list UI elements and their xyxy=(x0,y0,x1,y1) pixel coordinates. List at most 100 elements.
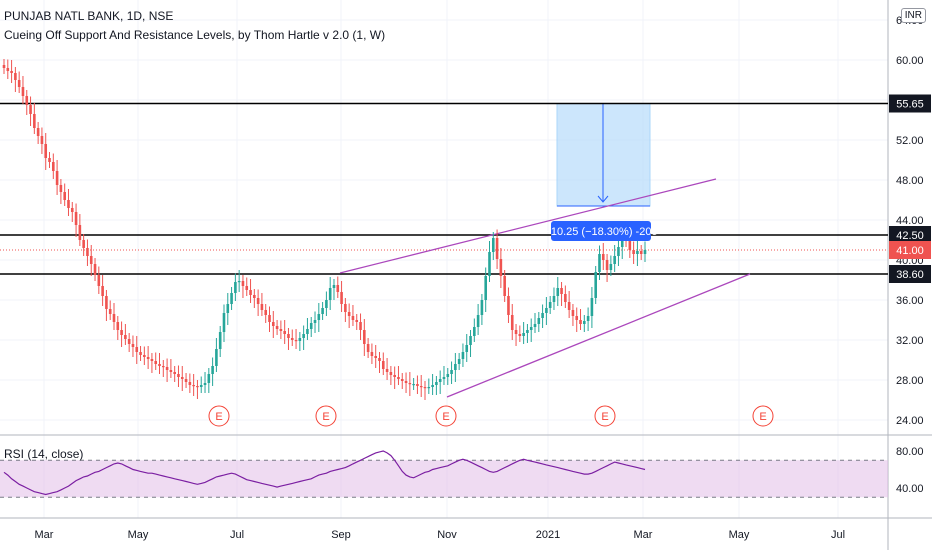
candle-body xyxy=(370,352,374,356)
candle-body xyxy=(180,377,184,379)
candle-body xyxy=(260,304,264,310)
candle-body xyxy=(590,298,594,316)
candle-body xyxy=(237,281,241,283)
rsi-legend[interactable]: RSI (14, close) xyxy=(4,447,84,461)
time-tick-label: Jul xyxy=(831,529,845,541)
candle-body xyxy=(473,327,476,336)
candle-body xyxy=(598,254,601,272)
candle-body xyxy=(165,367,169,370)
candle-body xyxy=(552,296,556,302)
candle-body xyxy=(491,238,495,252)
candle-body xyxy=(560,288,563,294)
rsi-tick-label: 80.00 xyxy=(896,446,924,458)
candle-body xyxy=(385,369,389,372)
price-label: 42.50 xyxy=(896,230,924,242)
time-tick-label: 2021 xyxy=(536,529,560,541)
candle-body xyxy=(366,344,370,352)
time-tick-label: Sep xyxy=(331,529,351,541)
candle-body xyxy=(484,276,487,300)
candle-body xyxy=(378,358,381,361)
candle-body xyxy=(355,320,359,322)
candle-body xyxy=(14,73,17,80)
candle-body xyxy=(317,314,321,320)
candle-body xyxy=(518,334,522,336)
candle-body xyxy=(393,375,396,377)
currency-badge[interactable]: INR xyxy=(900,8,926,23)
time-tick-label: Nov xyxy=(437,529,457,541)
candle-body xyxy=(461,352,465,359)
earnings-label: E xyxy=(759,411,766,423)
candle-body xyxy=(29,105,32,114)
candle-body xyxy=(423,387,427,389)
candle-body xyxy=(431,385,434,387)
candle-body xyxy=(617,247,620,256)
candle-body xyxy=(601,254,605,260)
candle-body xyxy=(215,349,218,366)
candle-body xyxy=(643,250,647,254)
candle-body xyxy=(245,286,249,290)
candle-body xyxy=(63,192,66,200)
candle-body xyxy=(21,87,25,96)
candle-body xyxy=(10,71,13,73)
indicator-title[interactable]: Cueing Off Support And Resistance Levels… xyxy=(4,28,386,42)
candle-body xyxy=(594,272,597,298)
price-label: 55.65 xyxy=(896,99,924,111)
symbol-title[interactable]: PUNJAB NATL BANK, 1D, NSE xyxy=(4,9,174,23)
candle-body xyxy=(313,320,317,323)
candle-body xyxy=(264,310,268,315)
price-tick-label: 60.00 xyxy=(896,55,924,67)
candle-body xyxy=(469,336,472,345)
measure-arrow-head xyxy=(597,195,609,203)
earnings-label: E xyxy=(442,411,449,423)
candle-body xyxy=(400,379,404,381)
candle-body xyxy=(412,384,415,386)
candle-body xyxy=(579,320,582,324)
candle-body xyxy=(632,250,635,254)
candle-body xyxy=(67,200,70,208)
candle-body xyxy=(120,330,123,335)
candle-body xyxy=(628,241,632,250)
candle-body xyxy=(154,361,158,364)
candle-body xyxy=(112,314,116,322)
candle-body xyxy=(82,240,85,248)
price-tick-label: 52.00 xyxy=(896,135,924,147)
candle-body xyxy=(253,295,256,298)
rsi-line xyxy=(3,450,646,496)
candle-body xyxy=(480,300,484,315)
candle-body xyxy=(306,329,309,334)
candle-body xyxy=(605,260,609,270)
candle-body xyxy=(203,383,207,385)
candle-body xyxy=(271,322,275,326)
candle-body xyxy=(510,315,514,330)
time-tick-label: May xyxy=(729,529,750,541)
candle-body xyxy=(499,259,503,276)
candle-body xyxy=(408,383,412,385)
candle-body xyxy=(207,374,211,383)
earnings-label: E xyxy=(322,411,329,423)
candle-body xyxy=(48,158,51,162)
time-tick-label: Mar xyxy=(35,529,54,541)
candle-body xyxy=(545,308,548,313)
earnings-marker xyxy=(208,405,230,427)
time-tick-label: May xyxy=(128,529,149,541)
candle-body xyxy=(241,281,245,286)
candle-body xyxy=(283,331,286,334)
channel-upper-line xyxy=(339,178,717,274)
candle-body xyxy=(503,276,506,296)
candle-body xyxy=(116,322,120,330)
candle-body xyxy=(222,313,226,332)
candle-body xyxy=(389,372,393,375)
candle-body xyxy=(97,275,101,286)
candle-body xyxy=(336,285,340,292)
price-label: 38.60 xyxy=(896,269,924,281)
earnings-marker xyxy=(752,405,774,427)
candle-body xyxy=(268,315,271,322)
candle-body xyxy=(575,316,579,320)
candle-body xyxy=(196,386,199,388)
candle-body xyxy=(571,310,575,316)
candle-body xyxy=(564,294,567,302)
price-tick-label: 24.00 xyxy=(896,415,924,427)
candle-body xyxy=(124,335,127,339)
